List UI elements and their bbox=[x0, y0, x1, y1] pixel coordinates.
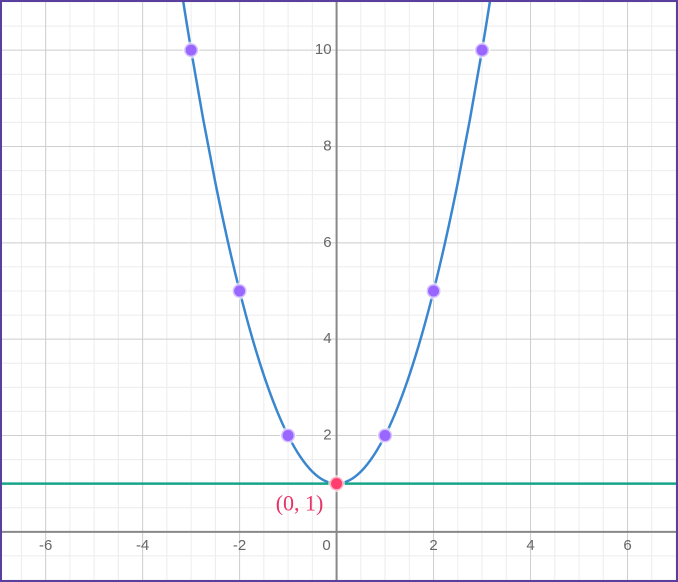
y-tick-label: 4 bbox=[323, 330, 331, 347]
point bbox=[328, 475, 346, 493]
x-tick-label: 2 bbox=[429, 537, 437, 554]
labels: -6 -4 -2 0 2 4 6 2 4 6 8 10 (0, 1) bbox=[39, 41, 632, 554]
y-tick-label: 8 bbox=[323, 137, 331, 154]
x-tick-label: -2 bbox=[233, 537, 246, 554]
x-tick-label: 0 bbox=[322, 537, 330, 554]
point bbox=[182, 41, 200, 59]
x-tick-label: 4 bbox=[526, 537, 534, 554]
x-tick-label: 6 bbox=[623, 537, 631, 554]
y-tick-label: 6 bbox=[323, 234, 331, 251]
plot-area bbox=[2, 2, 676, 493]
x-tick-label: -4 bbox=[136, 537, 149, 554]
y-tick-label: 2 bbox=[323, 426, 331, 443]
annotation: (0, 1) bbox=[276, 491, 324, 516]
point bbox=[425, 282, 443, 300]
point bbox=[473, 41, 491, 59]
point bbox=[376, 427, 394, 444]
y-tick-label: 10 bbox=[315, 41, 332, 58]
x-tick-label: -6 bbox=[39, 537, 52, 554]
point bbox=[279, 427, 297, 444]
point bbox=[231, 282, 249, 300]
